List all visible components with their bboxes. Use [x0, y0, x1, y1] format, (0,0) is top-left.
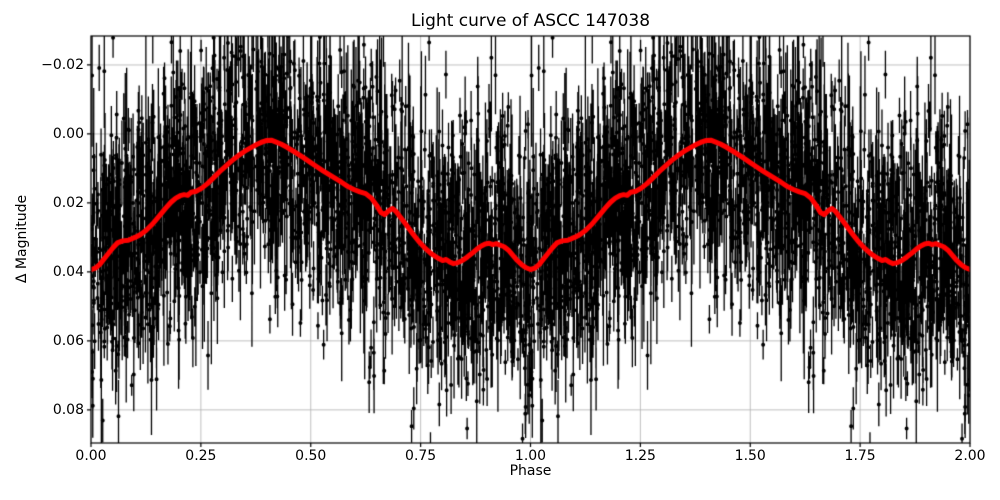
x-tick-label: 1.00 [514, 448, 547, 464]
y-tick-label: 0.08 [52, 401, 84, 418]
y-tick-label: −0.02 [41, 56, 84, 73]
chart-title: Light curve of ASCC 147038 [410, 11, 651, 31]
y-tick-label: 0.00 [52, 125, 84, 142]
x-tick-label: 1.50 [734, 448, 766, 464]
y-tick-label: 0.02 [52, 194, 84, 211]
x-tick-label: 0.75 [405, 448, 437, 464]
y-tick-label: 0.06 [52, 332, 84, 349]
x-tick-label: 0.50 [295, 448, 327, 464]
x-axis-label: Phase [509, 463, 552, 479]
y-tick-label: 0.04 [52, 263, 84, 280]
x-tick-label: 1.75 [844, 448, 876, 464]
x-tick-label: 0.25 [185, 448, 217, 464]
x-tick-label: 1.25 [624, 448, 656, 464]
x-tick-label: 0.00 [75, 448, 107, 464]
x-tick-label: 2.00 [954, 448, 986, 464]
